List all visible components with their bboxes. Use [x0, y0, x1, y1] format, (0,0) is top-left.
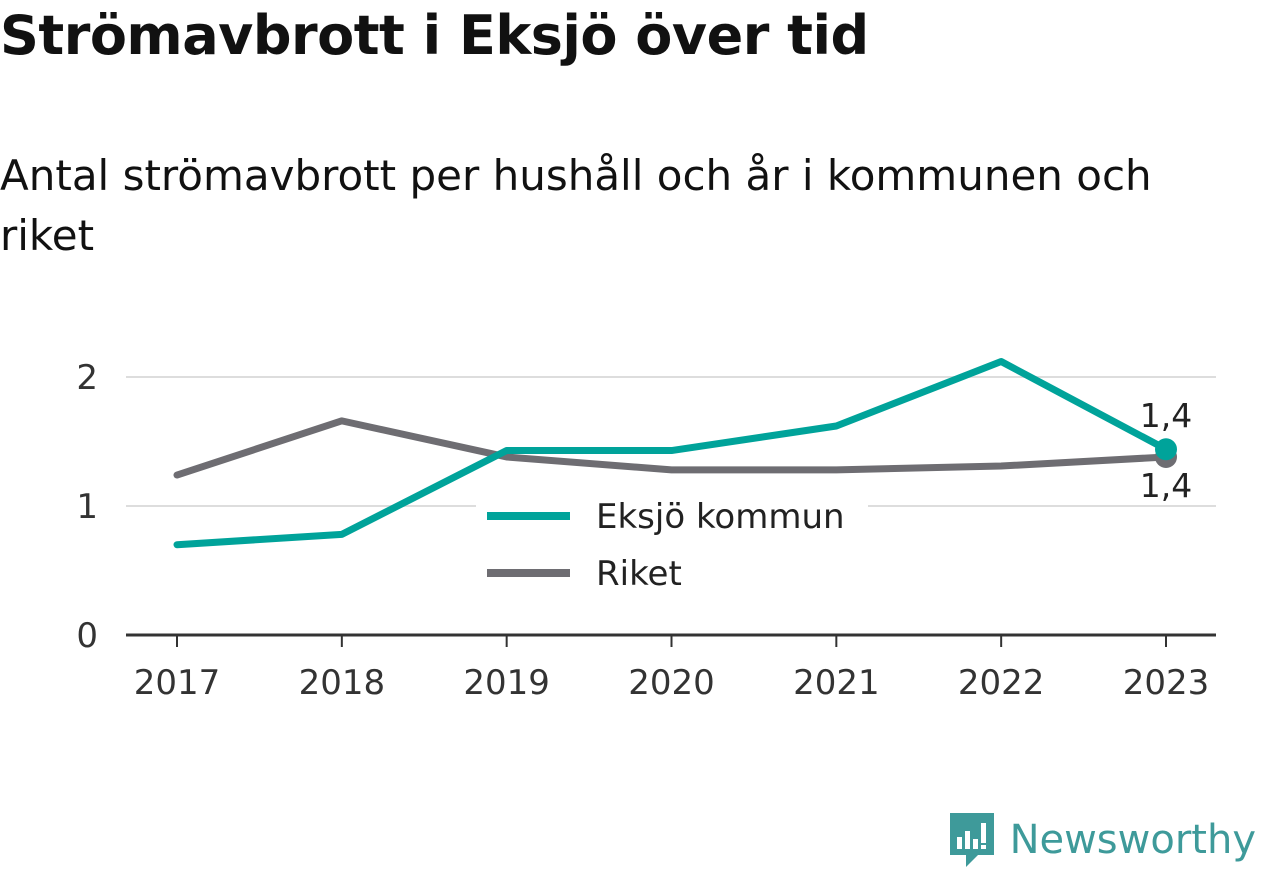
series-line-eksjo [173, 358, 1170, 549]
x-tick-label: 2019 [463, 663, 550, 703]
x-tick-label: 2021 [793, 663, 880, 703]
x-tick-label: 2023 [1123, 663, 1210, 703]
y-tick-label: 2 [76, 358, 98, 398]
end-label-riket: 1,4 [1140, 466, 1192, 505]
end-point-eksjo [1155, 438, 1177, 461]
newsworthy-logo: Newsworthy [948, 813, 1256, 867]
brand-name: Newsworthy [1009, 817, 1256, 863]
legend-background [476, 492, 868, 598]
end-label-eksjo: 1,4 [1140, 396, 1192, 435]
newsworthy-icon [949, 813, 994, 867]
series-line-riket [173, 417, 1170, 479]
x-tick-label: 2018 [299, 663, 386, 703]
y-tick-label: 0 [76, 616, 98, 656]
legend-label-riket: Riket [596, 554, 682, 594]
legend-label-eksjo: Eksjö kommun [596, 497, 845, 537]
x-tick-label: 2017 [134, 663, 221, 703]
chart-subtitle: Antal strömavbrott per hushåll och år i … [0, 151, 1152, 260]
y-tick-label: 1 [76, 487, 98, 527]
x-tick-label: 2020 [628, 663, 715, 703]
legend: Eksjö kommun Riket [476, 492, 868, 598]
x-tick-label: 2022 [958, 663, 1045, 703]
chart-title: Strömavbrott i Eksjö över tid [0, 4, 869, 67]
